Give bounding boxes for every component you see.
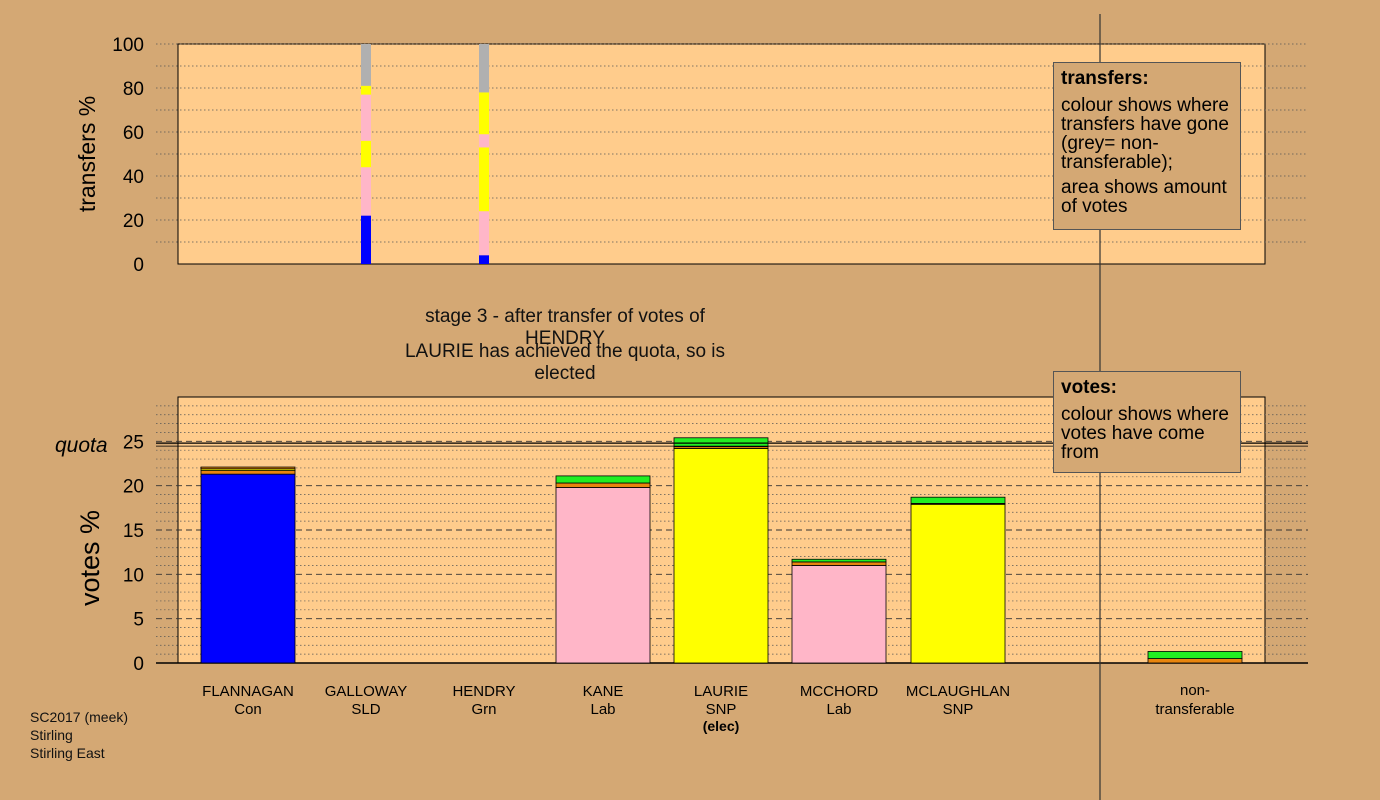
vote-segment	[555, 482, 651, 488]
votes-tick-label: 25	[123, 432, 144, 453]
transfers-axis-label: transfers %	[74, 96, 100, 212]
votes-legend-title: votes:	[1061, 377, 1117, 398]
vote-bar-flannagan	[200, 466, 296, 664]
transfers-tick-label: 20	[123, 211, 144, 232]
vote-segment	[200, 470, 296, 475]
candidate-name-label: MCLAUGHLAN	[906, 683, 1010, 700]
transfer-segment-galloway	[361, 215, 371, 264]
candidate-name-label: MCCHORD	[800, 683, 878, 700]
candidate-name-label: LAURIE	[694, 683, 748, 700]
vote-segment	[555, 487, 651, 664]
candidate-party-label: SLD	[351, 701, 380, 718]
vote-segment	[673, 437, 769, 448]
candidate-party-label: Lab	[590, 701, 615, 718]
candidate-party-label: Grn	[471, 701, 496, 718]
vote-bar-non-transferable	[1147, 651, 1243, 664]
vote-segment	[791, 565, 887, 664]
non-transferable-label: non-	[1180, 682, 1210, 699]
footer-ward: Stirling East	[30, 745, 105, 761]
candidate-name-label: FLANNAGAN	[202, 683, 294, 700]
transfers-tick-label: 60	[123, 123, 144, 144]
vote-bar-laurie	[673, 437, 769, 664]
vote-segment	[791, 561, 887, 566]
transfers-tick-label: 100	[112, 35, 144, 56]
candidate-party-label: Con	[234, 701, 262, 718]
vote-segment	[791, 558, 887, 563]
votes-tick-label: 5	[133, 610, 144, 631]
votes-tick-label: 20	[123, 477, 144, 498]
transfer-segment-galloway	[361, 94, 371, 141]
footer-election: SC2017 (meek)	[30, 709, 129, 725]
vote-segment	[200, 466, 296, 470]
vote-segment	[555, 475, 651, 484]
transfer-segment-hendry	[479, 211, 489, 256]
vote-segment	[910, 496, 1006, 504]
vote-bar-kane	[555, 475, 651, 664]
stage-caption: stage 3 - after transfer of votes of HEN…	[425, 306, 705, 349]
vote-bar-mclaughlan	[910, 496, 1006, 664]
vote-segment	[910, 503, 1006, 664]
transfers-legend-title: transfers:	[1061, 68, 1149, 89]
vote-segment	[1147, 651, 1243, 659]
non-transferable-label: transferable	[1155, 701, 1234, 718]
candidate-party-label: Lab	[826, 701, 851, 718]
vote-segment	[673, 448, 769, 664]
transfers-tick-label: 0	[133, 255, 144, 276]
candidate-party-label: SNP	[943, 701, 974, 718]
candidate-name-label: HENDRY	[452, 683, 515, 700]
votes-tick-label: 10	[123, 565, 144, 586]
transfer-segment-galloway	[361, 167, 371, 216]
transfer-segment-hendry	[479, 255, 489, 264]
transfers-tick-label: 40	[123, 167, 144, 188]
transfers-legend: transfers: colour shows where transfers …	[1053, 62, 1241, 230]
transfer-segment-hendry	[479, 44, 489, 93]
votes-tick-label: 15	[123, 521, 144, 542]
transfer-segment-hendry	[479, 92, 489, 135]
transfers-legend-line1: colour shows where transfers have gone (…	[1061, 95, 1229, 173]
transfers-tick-label: 80	[123, 79, 144, 100]
footer-council: Stirling	[30, 727, 73, 743]
candidate-labels: FLANNAGANConGALLOWAYSLDHENDRYGrnKANELabL…	[202, 682, 1234, 734]
transfer-segment-galloway	[361, 140, 371, 168]
transfer-segment-galloway	[361, 85, 371, 95]
votes-tick-label: 0	[133, 654, 144, 675]
candidate-party-label: SNP	[706, 701, 737, 718]
votes-legend: votes: colour shows where votes have com…	[1053, 371, 1241, 473]
candidate-name-label: KANE	[583, 683, 624, 700]
votes-legend-line1: colour shows where votes have come from	[1061, 404, 1229, 463]
quota-label: quota	[55, 434, 108, 457]
transfer-segment-hendry	[479, 147, 489, 212]
election-footer: SC2017 (meek) Stirling Stirling East	[30, 708, 128, 762]
vote-segment	[1147, 658, 1243, 664]
transfer-segment-galloway	[361, 44, 371, 86]
votes-axis-label: votes %	[75, 510, 105, 606]
elected-caption: LAURIE has achieved the quota, so is ele…	[404, 341, 726, 384]
elected-note-label: (elec)	[703, 718, 740, 734]
candidate-name-label: GALLOWAY	[325, 683, 408, 700]
transfer-segment-hendry	[479, 134, 489, 148]
transfers-legend-line2: area shows amount of votes	[1061, 177, 1227, 217]
vote-segment	[200, 473, 296, 664]
vote-bar-mcchord	[791, 558, 887, 664]
